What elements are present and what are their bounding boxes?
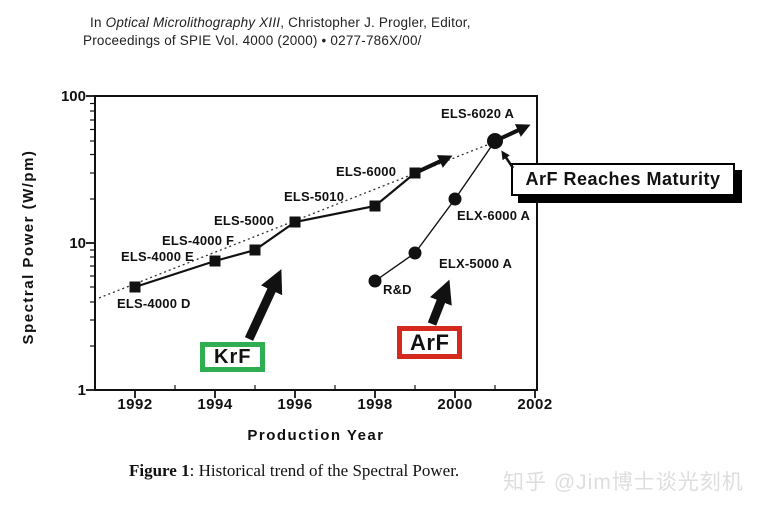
x-tick-1998: 1998: [357, 396, 393, 413]
label-els-5000: ELS-5000: [214, 213, 275, 228]
citation-proceedings-title: Optical Microlithography XIII: [105, 15, 281, 30]
citation-line-2: Proceedings of SPIE Vol. 4000 (2000) • 0…: [83, 33, 422, 48]
x-tick-1994: 1994: [197, 396, 233, 413]
label-elx-5000-a: ELX-5000 A: [439, 256, 513, 271]
arf-series-line: [374, 140, 496, 282]
label-elx-6000-a: ELX-6000 A: [457, 208, 531, 223]
x-axis-title: Production Year: [247, 427, 385, 444]
figure-caption: Figure 1: Historical trend of the Spectr…: [129, 461, 459, 481]
x-axis-major-ticks: [134, 390, 536, 398]
x-tick-1992: 1992: [117, 396, 153, 413]
x-tick-2002: 2002: [517, 396, 553, 413]
label-els-6020-a: ELS-6020 A: [441, 106, 515, 121]
arf-series-markers: [368, 133, 503, 288]
label-els-4000-f: ELS-4000 F: [162, 233, 235, 248]
arf-annotation-arrow: [427, 279, 452, 326]
y-axis-minor-ticks: [90, 102, 95, 347]
arf-annotation-box: ArF: [397, 326, 463, 359]
label-els-4000-e: ELS-4000 E: [121, 249, 194, 264]
krf-series-markers: [129, 167, 421, 293]
y-tick-100: 100: [60, 88, 86, 105]
label-els-4000-d: ELS-4000 D: [117, 296, 191, 311]
krf-annotation-box: KrF: [200, 342, 266, 372]
citation-prefix: In: [90, 15, 106, 30]
x-tick-1996: 1996: [277, 396, 313, 413]
y-axis-major-ticks: [86, 95, 95, 391]
citation-editor: , Christopher J. Progler, Editor,: [280, 15, 471, 30]
label-els-6000: ELS-6000: [336, 164, 397, 179]
watermark-text: 知乎 @Jim博士谈光刻机: [503, 471, 744, 494]
label-els-5010: ELS-5010: [284, 189, 345, 204]
citation-line-1: In Optical Microlithography XIII, Christ…: [90, 15, 471, 30]
y-tick-10: 10: [69, 235, 86, 252]
y-axis-title: Spectral Power (W/pm): [20, 149, 37, 345]
label-rnd: R&D: [383, 282, 412, 297]
figure-caption-text: : Historical trend of the Spectral Power…: [189, 461, 460, 480]
x-axis-minor-ticks: [174, 385, 496, 390]
x-tick-2000: 2000: [437, 396, 473, 413]
y-tick-1: 1: [77, 382, 86, 399]
arf-maturity-callout: ArF Reaches Maturity: [511, 163, 735, 196]
krf-annotation-arrow: [244, 269, 283, 341]
krf-series-line: [134, 172, 416, 289]
figure-caption-number: Figure 1: [129, 461, 190, 480]
